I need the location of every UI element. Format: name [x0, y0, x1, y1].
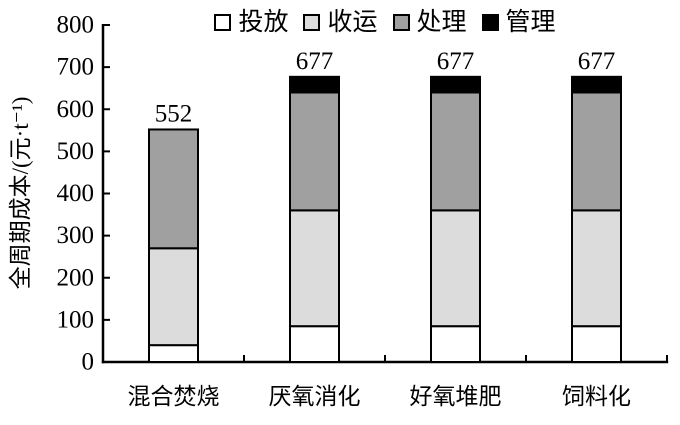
bar-segment-2: [430, 75, 481, 94]
bar-segment-0: [148, 247, 199, 347]
y-tick-label: 500: [57, 138, 95, 165]
bar-segment-3: [571, 75, 622, 94]
legend-swatch-gray-icon: [392, 13, 410, 31]
y-tick-label: 100: [57, 306, 95, 333]
bar-segment-0: [148, 128, 199, 250]
y-tick-label: 200: [57, 264, 95, 291]
y-tick-label: 400: [57, 180, 95, 207]
category-label: 饲料化: [562, 384, 631, 409]
bar-segment-3: [571, 325, 622, 364]
y-tick-label: 600: [57, 96, 95, 123]
bar-segment-2: [430, 209, 481, 328]
bar-segment-2: [430, 325, 481, 364]
bar-total-label: 677: [578, 48, 616, 75]
legend-label: 投放: [238, 8, 289, 36]
legend-item: 管理: [481, 8, 556, 36]
bar-segment-0: [148, 344, 199, 363]
legend-swatch-black-icon: [481, 13, 499, 31]
chart-legend: 投放 收运 处理 管理: [103, 6, 667, 38]
legend-swatch-white-icon: [214, 13, 232, 31]
y-tick-label: 300: [57, 222, 95, 249]
legend-label: 收运: [327, 8, 378, 36]
category-label: 厌氧消化: [269, 384, 361, 409]
legend-item: 投放: [214, 10, 288, 35]
bar-segment-3: [571, 91, 622, 212]
legend-item: 处理: [392, 8, 467, 36]
legend-swatch-lightgray-icon: [303, 13, 321, 31]
y-tick-label: 800: [57, 12, 95, 39]
bar-segment-1: [289, 209, 340, 328]
legend-label: 处理: [416, 8, 467, 36]
legend-label: 管理: [505, 8, 556, 36]
bar-segment-1: [289, 91, 340, 212]
bar-total-label: 677: [437, 48, 475, 75]
y-tick-label: 0: [82, 349, 95, 376]
y-axis-title: 全周期成本/(元·t⁻¹): [8, 97, 33, 290]
y-tick-label: 700: [57, 54, 95, 81]
bar-total-label: 677: [296, 48, 334, 75]
bar-segment-1: [289, 325, 340, 364]
legend-item: 收运: [303, 8, 378, 36]
category-label: 混合焚烧: [128, 384, 220, 409]
bar-total-label: 552: [155, 100, 193, 127]
bar-segment-3: [571, 209, 622, 328]
category-label: 好氧堆肥: [410, 384, 502, 409]
bar-segment-1: [289, 75, 340, 94]
bar-segment-2: [430, 91, 481, 212]
